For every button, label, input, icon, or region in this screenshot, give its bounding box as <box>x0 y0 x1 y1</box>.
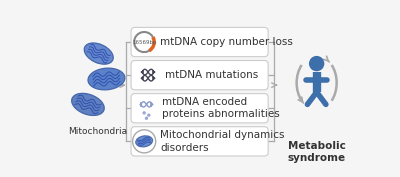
Ellipse shape <box>72 93 104 115</box>
Circle shape <box>151 103 153 105</box>
Circle shape <box>145 117 148 120</box>
Circle shape <box>153 77 155 79</box>
FancyBboxPatch shape <box>131 94 268 123</box>
Text: Metabolic
syndrome: Metabolic syndrome <box>288 141 346 163</box>
FancyBboxPatch shape <box>131 27 268 57</box>
Ellipse shape <box>84 43 113 64</box>
Text: Mitochondrial dynamics
disorders: Mitochondrial dynamics disorders <box>160 130 285 153</box>
FancyBboxPatch shape <box>131 61 268 90</box>
Circle shape <box>141 77 143 79</box>
Text: mtDNA copy number loss: mtDNA copy number loss <box>160 37 293 47</box>
Text: 16569bp: 16569bp <box>132 39 156 45</box>
Circle shape <box>309 56 324 71</box>
Text: Mitochondria: Mitochondria <box>68 127 127 136</box>
Ellipse shape <box>88 68 125 90</box>
Circle shape <box>153 71 155 73</box>
Circle shape <box>140 103 142 105</box>
Circle shape <box>142 111 146 115</box>
FancyBboxPatch shape <box>131 127 268 156</box>
Circle shape <box>147 113 150 117</box>
Text: mtDNA encoded
proteins abnormalities: mtDNA encoded proteins abnormalities <box>162 97 280 119</box>
Circle shape <box>141 71 143 73</box>
Ellipse shape <box>136 136 152 147</box>
Text: mtDNA mutations: mtDNA mutations <box>165 70 258 80</box>
